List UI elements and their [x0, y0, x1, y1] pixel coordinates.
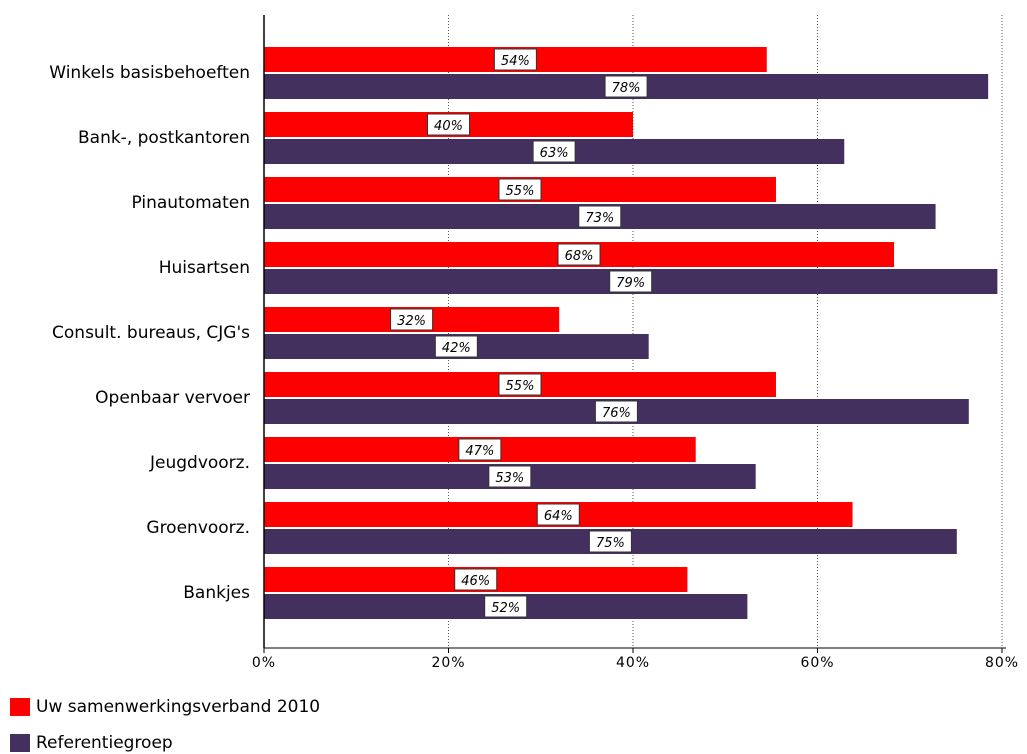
- data-label-box: [434, 335, 478, 358]
- data-label: 52%: [491, 601, 520, 616]
- category-label: Winkels basisbehoeften: [49, 63, 250, 83]
- data-label: 42%: [442, 341, 471, 356]
- data-label: 68%: [565, 249, 594, 264]
- bar-chart: 0% 20% 40% 60% 80% Winkels basisbehoeften 54%…: [49, 15, 1019, 671]
- data-label-box: [578, 205, 622, 228]
- data-label: 53%: [495, 471, 524, 486]
- category-label: Pinautomaten: [131, 193, 250, 213]
- data-label-box: [498, 178, 542, 201]
- data-label-box: [484, 595, 528, 618]
- category-label: Bankjes: [183, 583, 250, 603]
- data-label-box: [498, 373, 542, 396]
- data-label-box: [458, 438, 502, 461]
- data-label: 54%: [501, 54, 530, 69]
- x-tick-label: 60%: [800, 655, 834, 671]
- category-label: Huisartsen: [159, 258, 250, 278]
- data-label: 47%: [465, 444, 494, 459]
- data-label: 78%: [612, 81, 641, 96]
- data-label-box: [493, 48, 537, 71]
- legend-swatch-series-1: [10, 698, 30, 716]
- data-label: 46%: [461, 574, 490, 589]
- data-label-box: [390, 308, 434, 331]
- data-label-box: [604, 75, 648, 98]
- data-label-box: [427, 113, 470, 136]
- category-label: Consult. bureaus, CJG's: [52, 323, 250, 343]
- data-label-box: [454, 568, 498, 591]
- legend-item-series-1: Uw samenwerkingsverband 2010: [10, 697, 320, 717]
- data-label: 63%: [540, 146, 569, 161]
- data-label: 55%: [506, 184, 535, 199]
- data-label-box: [536, 503, 580, 526]
- data-label: 79%: [616, 276, 645, 291]
- data-label: 75%: [596, 536, 625, 551]
- legend-label-series-1: Uw samenwerkingsverband 2010: [36, 697, 321, 717]
- data-label: 73%: [585, 211, 614, 226]
- x-tick-label: 40%: [616, 655, 650, 671]
- axes-group: 0% 20% 40% 60% 80%: [252, 15, 1019, 671]
- data-label: 76%: [602, 406, 631, 421]
- category-label: Openbaar vervoer: [95, 388, 250, 408]
- labels-group: Winkels basisbehoeften 54% 78% Bank-, postk…: [49, 48, 653, 618]
- data-label-box: [488, 465, 532, 488]
- legend-item-series-2: Referentiegroep: [10, 733, 173, 753]
- data-label-box: [532, 140, 576, 163]
- data-label-box: [609, 270, 653, 293]
- category-label: Groenvoorz.: [146, 518, 250, 538]
- data-label: 64%: [544, 509, 573, 524]
- category-label: Jeugdvoorz.: [149, 453, 250, 473]
- data-label: 32%: [397, 314, 426, 329]
- data-label-box: [588, 530, 632, 553]
- data-label: 40%: [434, 119, 463, 134]
- data-label-box: [557, 243, 601, 266]
- legend-swatch-series-2: [10, 734, 30, 752]
- x-tick-label: 80%: [985, 655, 1019, 671]
- category-label: Bank-, postkantoren: [78, 128, 250, 148]
- data-label: 55%: [506, 379, 535, 394]
- x-tick-label: 20%: [431, 655, 465, 671]
- data-label-box: [594, 400, 638, 423]
- legend-label-series-2: Referentiegroep: [36, 733, 173, 753]
- x-tick-label: 0%: [252, 655, 276, 671]
